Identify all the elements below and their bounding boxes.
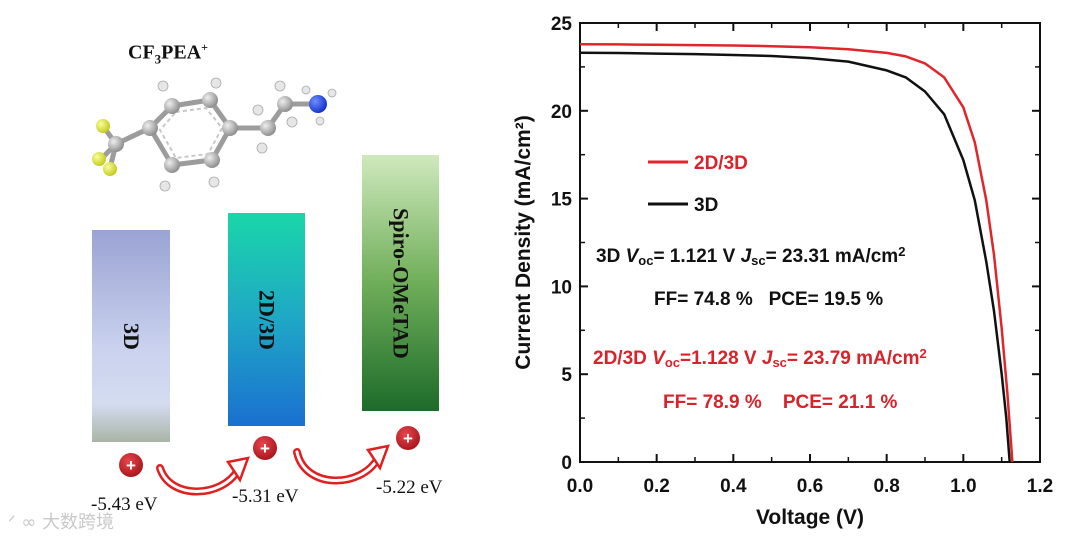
- watermark-icon: ᐟ ∞: [8, 512, 43, 533]
- annotation-line2: FF= 78.9 % PCE= 21.1 %: [663, 392, 898, 413]
- x-tick-label: 1.0: [950, 476, 976, 497]
- y-tick-label: 10: [551, 277, 572, 298]
- x-tick-label: 0.2: [643, 476, 669, 497]
- x-tick-label: 0.0: [567, 476, 593, 497]
- hole-icon-3d: +: [119, 453, 143, 477]
- y-tick-label: 25: [551, 14, 573, 35]
- svg-text:+: +: [403, 429, 413, 448]
- molecule-graphic: [92, 77, 337, 192]
- x-tick-label: 0.4: [720, 476, 747, 497]
- series-line-3d: [579, 51, 1011, 463]
- energy-level-2d3d: -5.31 eV: [232, 486, 299, 507]
- band-3d: 3D: [92, 230, 170, 442]
- schematic-graphics: + + +: [92, 77, 439, 496]
- band-3d-rect: [92, 230, 170, 442]
- hole-icon-2d3d: +: [253, 436, 277, 460]
- annotation-line2: FF= 74.8 % PCE= 19.5 %: [654, 289, 883, 310]
- molecule-title: CF3PEA+: [128, 40, 209, 67]
- band-3d-label: 3D: [119, 322, 144, 350]
- watermark: ᐟ ∞ 大数跨境: [8, 512, 115, 533]
- band-2d3d-rect: [228, 213, 305, 426]
- hole-transfer-arrow-2: [293, 444, 390, 485]
- energy-level-3d: -5.43 eV: [91, 494, 158, 515]
- energy-level-spiro: -5.22 eV: [376, 477, 443, 498]
- y-tick-label: 0: [561, 453, 572, 474]
- series-line-2d3d: [579, 42, 1014, 463]
- x-axis-label: Voltage (V): [756, 506, 864, 529]
- hole-transfer-arrow-1: [156, 456, 250, 496]
- x-tick-label: 1.2: [1027, 476, 1053, 497]
- y-tick-label: 5: [561, 365, 572, 386]
- annotation-line1: 3D Voc= 1.121 V Jsc= 23.31 mA/cm2: [596, 244, 905, 268]
- x-tick-label: 0.6: [797, 476, 823, 497]
- band-spiro: Spiro-OMeTAD: [362, 155, 439, 411]
- annotation-line1: 2D/3D Voc=1.128 V Jsc= 23.79 mA/cm2: [593, 346, 927, 370]
- hole-icon-spiro: +: [396, 426, 420, 450]
- y-tick-label: 15: [551, 190, 573, 211]
- y-tick-label: 20: [551, 102, 572, 123]
- band-2d3d: 2D/3D: [228, 213, 305, 426]
- svg-text:+: +: [260, 439, 270, 458]
- y-axis-label: Current Density (mA/cm²): [512, 115, 535, 369]
- band-spiro-label: Spiro-OMeTAD: [388, 207, 414, 359]
- legend-label: 3D: [694, 195, 718, 216]
- band-2d3d-label: 2D/3D: [254, 289, 280, 350]
- legend-label: 2D/3D: [694, 153, 748, 174]
- band-spiro-rect: [362, 155, 439, 411]
- svg-text:+: +: [126, 456, 136, 475]
- x-tick-label: 0.8: [873, 476, 899, 497]
